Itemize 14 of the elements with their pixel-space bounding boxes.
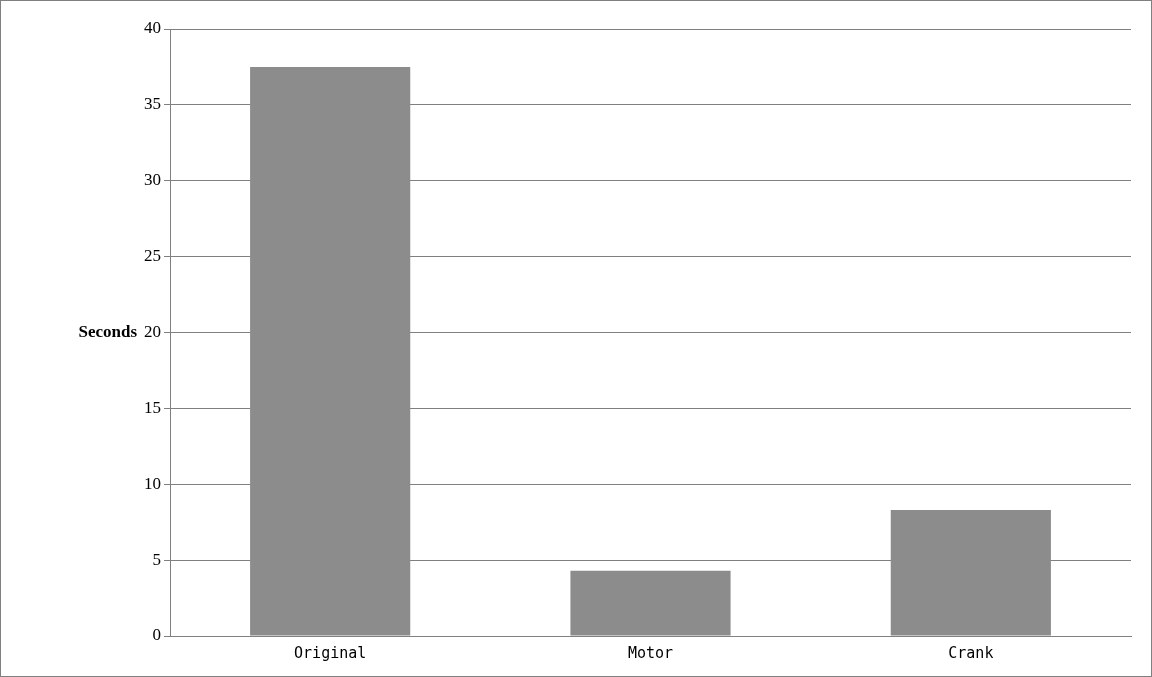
y-tick-label: 20 xyxy=(144,321,161,341)
y-tick-label: 40 xyxy=(144,18,161,38)
y-tick-label: 0 xyxy=(152,625,161,645)
x-tick-label: Motor xyxy=(627,643,674,662)
y-tick-label: 35 xyxy=(144,94,161,114)
y-tick-label: 15 xyxy=(144,397,161,417)
y-tick-label: 30 xyxy=(144,170,161,190)
bar xyxy=(570,570,731,636)
y-axis-title: Seconds xyxy=(78,321,138,341)
y-tick-label: 25 xyxy=(144,246,161,266)
x-tick-label: Original xyxy=(294,643,367,662)
y-tick-label: 5 xyxy=(152,549,161,569)
x-tick-label: Crank xyxy=(948,643,994,662)
y-tick-label: 10 xyxy=(144,473,161,493)
